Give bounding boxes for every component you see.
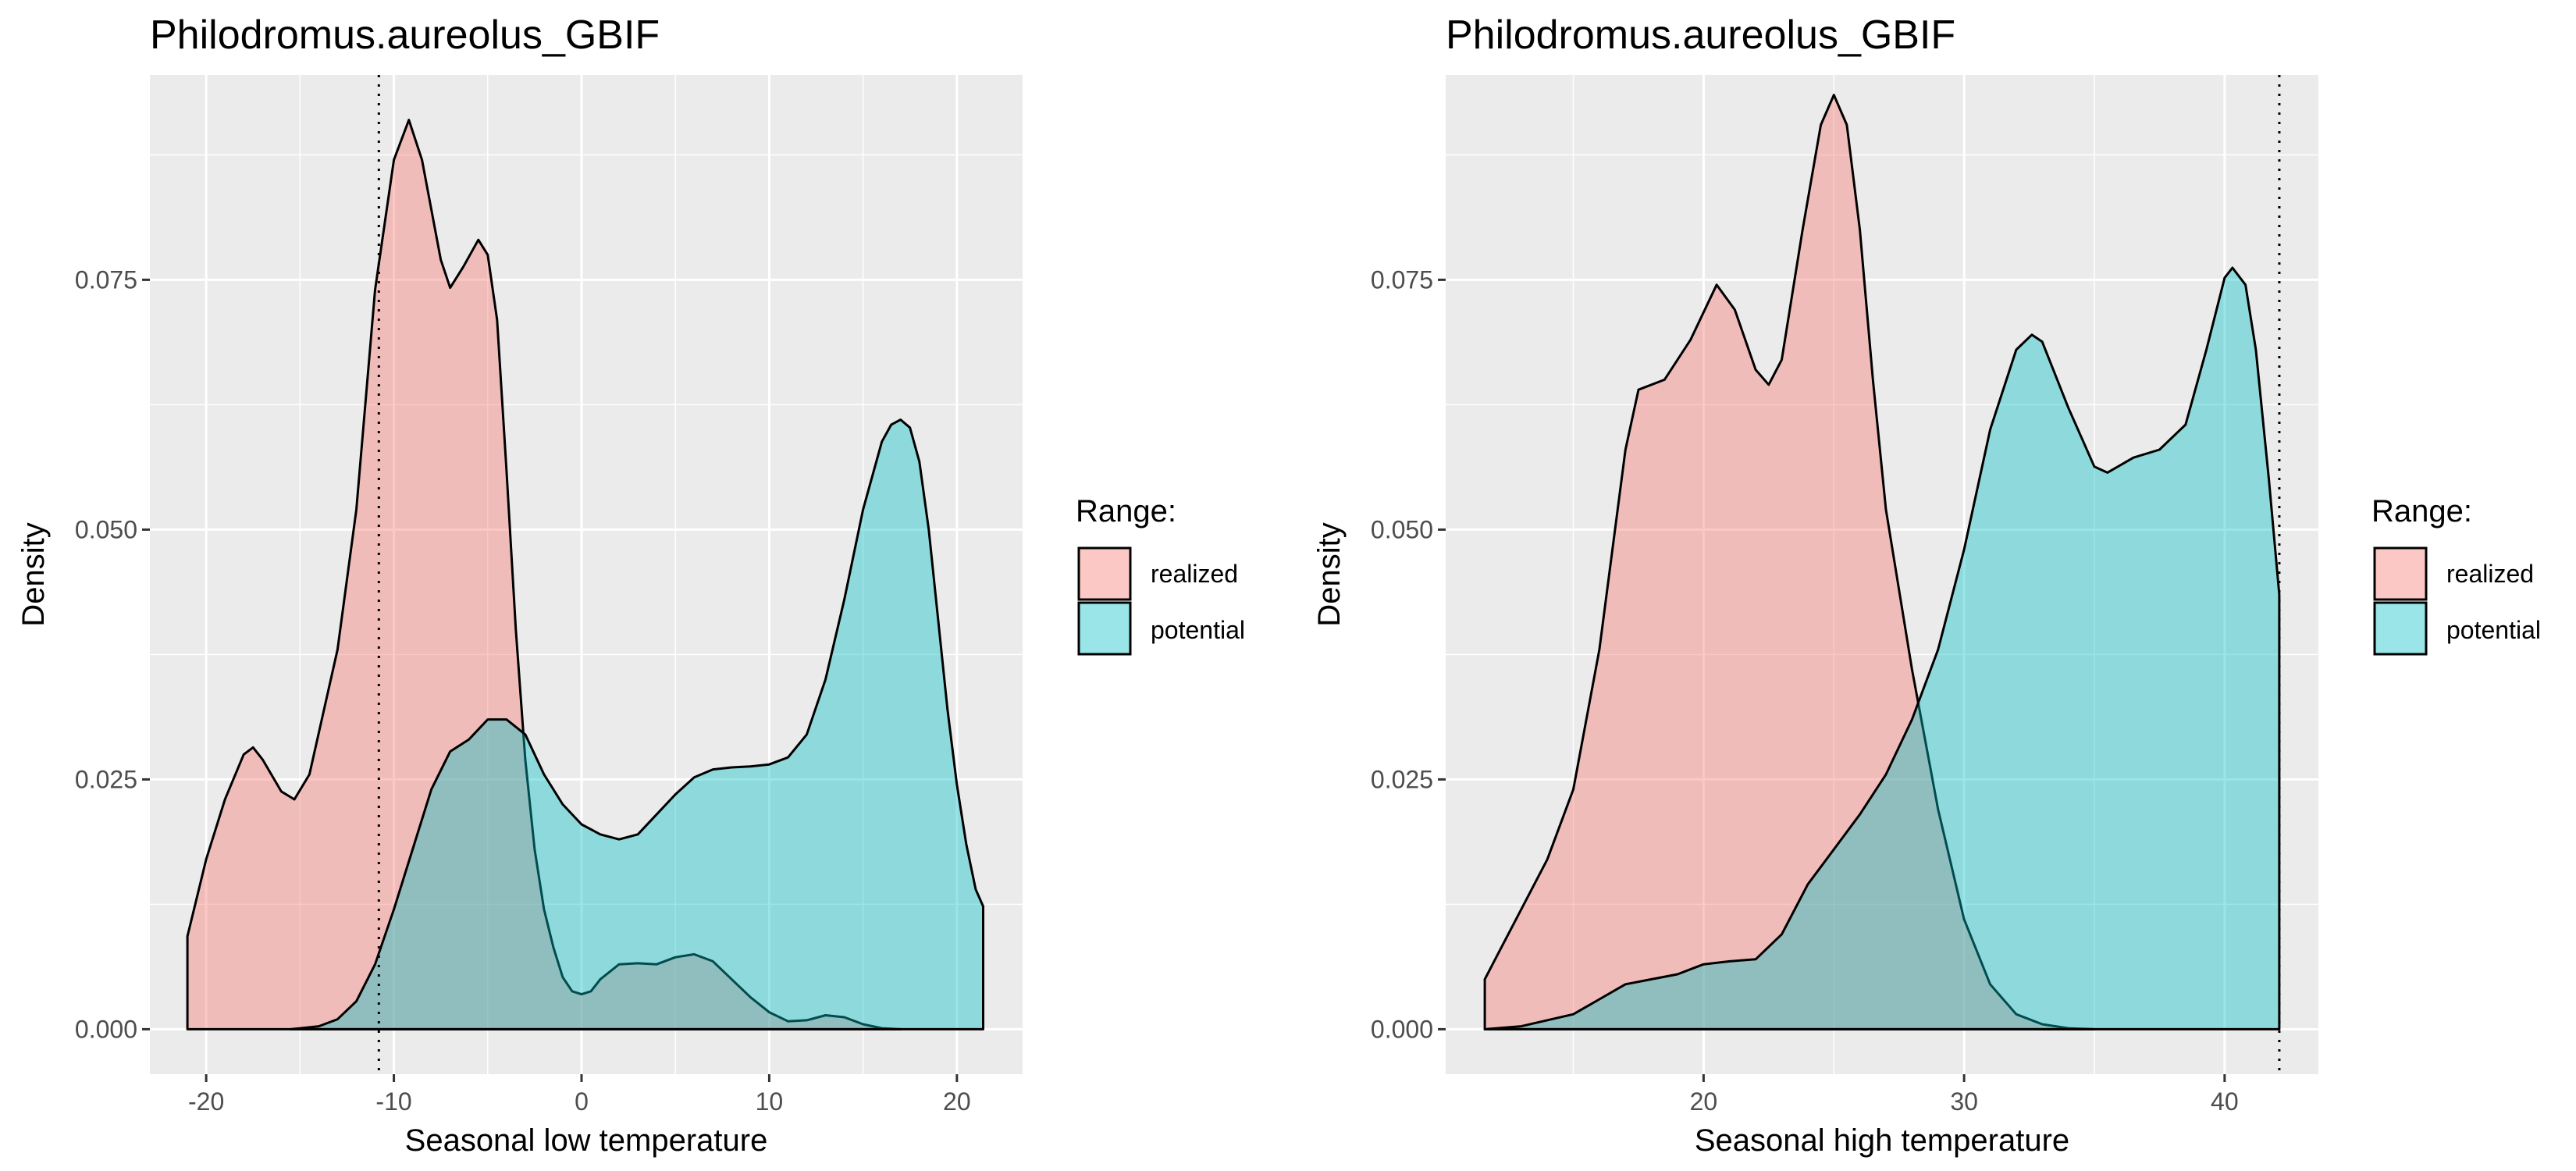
panel-2-y-tick-label-0: 0.000 [1371,1015,1433,1043]
panel-2-x-tick-label-0: 20 [1690,1087,1718,1116]
panel-1-y-ticks: 0.000 0.025 0.050 0.075 [75,265,150,1043]
panel-1-y-tick-label-1: 0.025 [75,765,137,793]
panel-1-y-tick-label-3: 0.075 [75,265,137,294]
panel-2-series [1483,94,2281,1030]
panel-1: -20 -10 0 10 20 0.000 0.025 0.050 0.075 Philodr… [16,12,1245,1158]
panel-2-legend-key-potential [2373,601,2428,656]
panel-2-series-realized [1483,94,2096,1030]
panel-2-x-tick-label-1: 30 [1950,1087,1978,1116]
panel-2-x-tick-label-2: 40 [2211,1087,2239,1116]
panel-1-legend: Range: realized potential [1076,494,1245,656]
panel-1-x-tick-label-1: -10 [375,1087,411,1116]
panel-1-series [186,119,984,1030]
panel-2-y-tick-label-3: 0.075 [1371,265,1433,294]
panel-2-legend-key-realized [2373,546,2428,601]
panel-2: 20 30 40 0.000 0.025 0.050 0.075 Philodromus.… [1312,12,2541,1158]
panel-2-x-ticks: 20 30 40 [1690,1074,2239,1116]
panel-2-y-ticks: 0.000 0.025 0.050 0.075 [1371,265,1446,1043]
panel-2-y-tick-label-1: 0.025 [1371,765,1433,793]
panel-1-y-tick-label-0: 0.000 [75,1015,137,1043]
panel-1-legend-label-potential: potential [1151,616,1245,644]
panel-1-x-tick-label-2: 0 [575,1087,589,1116]
panel-1-y-axis-title: Density [16,522,51,626]
panel-2-legend-title: Range: [2371,494,2472,529]
panel-1-x-axis-title: Seasonal low temperature [405,1123,768,1158]
panel-1-legend-key-potential [1077,601,1132,656]
panel-1-title: Philodromus.aureolus_GBIF [150,12,660,58]
panel-2-x-axis-title: Seasonal high temperature [1695,1123,2069,1158]
panel-1-legend-key-realized [1077,546,1132,601]
panel-1-x-tick-label-0: -20 [188,1087,224,1116]
panel-1-legend-label-realized: realized [1151,560,1238,588]
panel-1-y-tick-label-2: 0.050 [75,515,137,543]
panel-2-legend-label-potential: potential [2446,616,2541,644]
panel-1-x-tick-label-3: 10 [756,1087,784,1116]
panel-2-background [1446,75,2318,1074]
panel-1-series-realized [186,119,902,1030]
panel-2-legend: Range: realized potential [2371,494,2541,656]
panel-1-x-ticks: -20 -10 0 10 20 [188,1074,971,1116]
panel-1-background [150,75,1023,1074]
panel-2-series-potential [1483,266,2281,1030]
panel-2-legend-label-realized: realized [2446,560,2534,588]
panel-2-y-axis-title: Density [1312,522,1347,626]
panel-1-series-potential [289,418,984,1030]
panel-1-x-tick-label-4: 20 [943,1087,971,1116]
panel-2-title: Philodromus.aureolus_GBIF [1446,12,1955,58]
panel-2-y-tick-label-2: 0.050 [1371,515,1433,543]
panel-1-legend-title: Range: [1076,494,1176,529]
